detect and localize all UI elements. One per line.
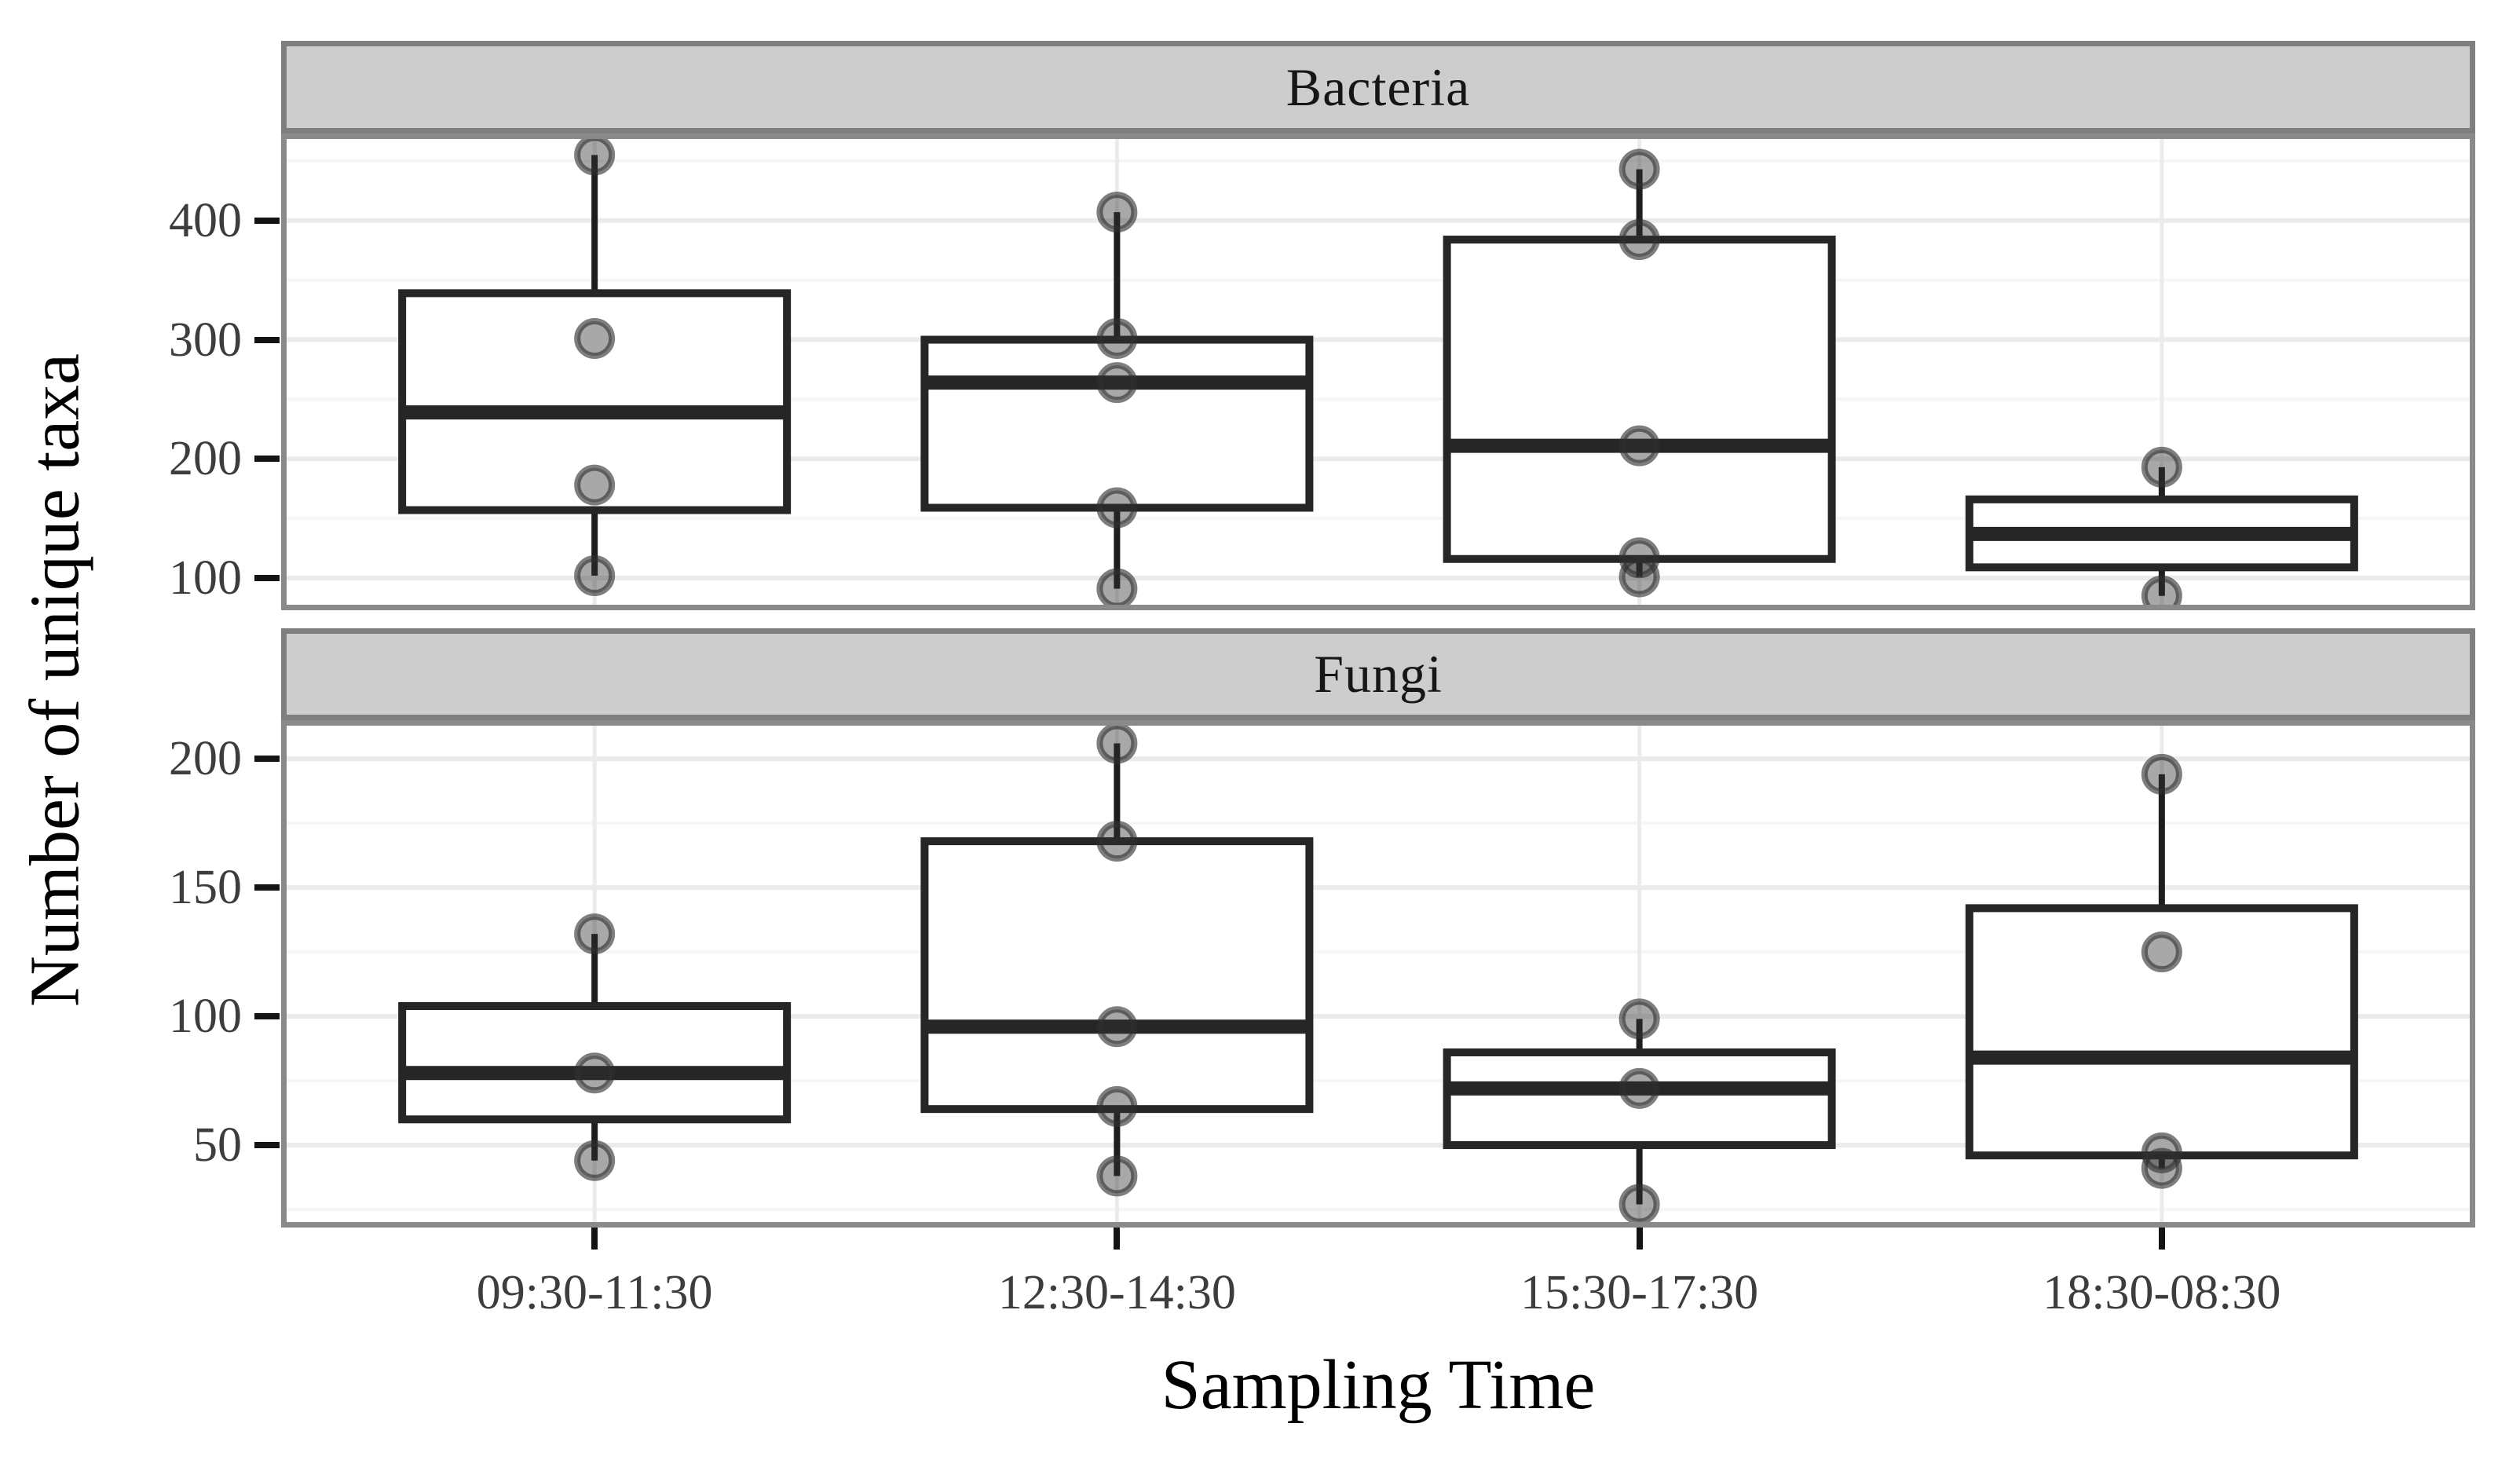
data-point xyxy=(1096,487,1138,529)
x-tick-mark xyxy=(591,1228,598,1250)
box-rect xyxy=(398,1001,792,1124)
y-tick-label: 200 xyxy=(169,432,242,486)
box-12:30-14:30 xyxy=(920,192,1314,609)
y-tick-mark xyxy=(254,1013,280,1020)
box-18:30-08:30 xyxy=(1965,446,2358,610)
box-12:30-14:30 xyxy=(920,723,1314,1197)
panel-border xyxy=(281,720,2475,1228)
facet-strip-fungi-label: Fungi xyxy=(1314,644,1443,704)
y-tick-mark xyxy=(254,1142,280,1149)
data-point xyxy=(1096,192,1138,233)
data-point xyxy=(1618,148,1660,190)
facet-strip-bacteria-label: Bacteria xyxy=(1286,57,1471,117)
x-tick-mark xyxy=(2158,1228,2165,1250)
data-point xyxy=(1618,219,1660,261)
box-rect xyxy=(1443,1048,1836,1150)
data-point xyxy=(574,554,616,596)
box-15:30-17:30 xyxy=(1443,148,1836,598)
data-point xyxy=(574,1140,616,1181)
y-tick-label: 200 xyxy=(169,732,242,786)
data-point xyxy=(1096,723,1138,764)
y-tick-label: 100 xyxy=(169,990,242,1044)
x-tick-label: 09:30-11:30 xyxy=(476,1266,713,1319)
data-point xyxy=(574,913,616,955)
y-tick-mark xyxy=(254,884,280,891)
box-09:30-11:30 xyxy=(398,134,792,596)
data-point xyxy=(1096,1085,1138,1127)
data-point xyxy=(1096,821,1138,862)
y-tick-mark xyxy=(254,456,280,463)
data-point xyxy=(1618,1067,1660,1109)
data-point xyxy=(574,1052,616,1094)
facet-strip-bacteria: Bacteria xyxy=(281,41,2475,134)
box-09:30-11:30 xyxy=(398,913,792,1181)
data-point xyxy=(574,318,616,360)
data-point xyxy=(1618,998,1660,1040)
y-tick-label: 100 xyxy=(169,551,242,606)
data-point xyxy=(1618,425,1660,467)
data-point xyxy=(1096,1006,1138,1048)
data-point xyxy=(1618,1184,1660,1225)
data-point xyxy=(1096,318,1138,360)
y-tick-mark xyxy=(254,756,280,763)
data-point xyxy=(1618,556,1660,598)
data-point xyxy=(2141,753,2182,795)
y-tick-mark xyxy=(254,575,280,582)
data-point xyxy=(2141,1147,2182,1189)
y-tick-label: 300 xyxy=(169,313,242,367)
box-rect xyxy=(398,289,792,514)
facet-panel-fungi xyxy=(281,720,2475,1228)
facet-strip-fungi: Fungi xyxy=(281,628,2475,720)
box-rect xyxy=(920,335,1314,512)
facet-panel-bacteria xyxy=(281,134,2475,610)
box-rect xyxy=(920,837,1314,1114)
y-tick-label: 400 xyxy=(169,193,242,247)
data-point xyxy=(574,134,616,176)
y-tick-label: 50 xyxy=(193,1118,242,1173)
x-tick-label: 18:30-08:30 xyxy=(2043,1266,2281,1319)
data-point xyxy=(1096,1155,1138,1197)
box-rect xyxy=(1965,904,2358,1160)
y-tick-mark xyxy=(254,336,280,343)
x-tick-mark xyxy=(1636,1228,1643,1250)
box-18:30-08:30 xyxy=(1965,753,2358,1189)
x-tick-label: 15:30-17:30 xyxy=(1520,1266,1759,1319)
x-tick-mark xyxy=(1114,1228,1121,1250)
data-point xyxy=(2141,931,2182,973)
box-15:30-17:30 xyxy=(1443,998,1836,1225)
data-point xyxy=(574,464,616,506)
x-axis-title: Sampling Time xyxy=(1161,1346,1596,1424)
panel-border xyxy=(281,134,2475,610)
data-point xyxy=(2141,446,2182,488)
data-point xyxy=(2141,575,2182,610)
y-tick-mark xyxy=(254,217,280,224)
y-tick-label: 150 xyxy=(169,861,242,915)
data-point xyxy=(1096,568,1138,609)
data-point xyxy=(1096,362,1138,404)
x-tick-label: 12:30-14:30 xyxy=(997,1266,1236,1319)
box-rect xyxy=(1443,236,1836,563)
